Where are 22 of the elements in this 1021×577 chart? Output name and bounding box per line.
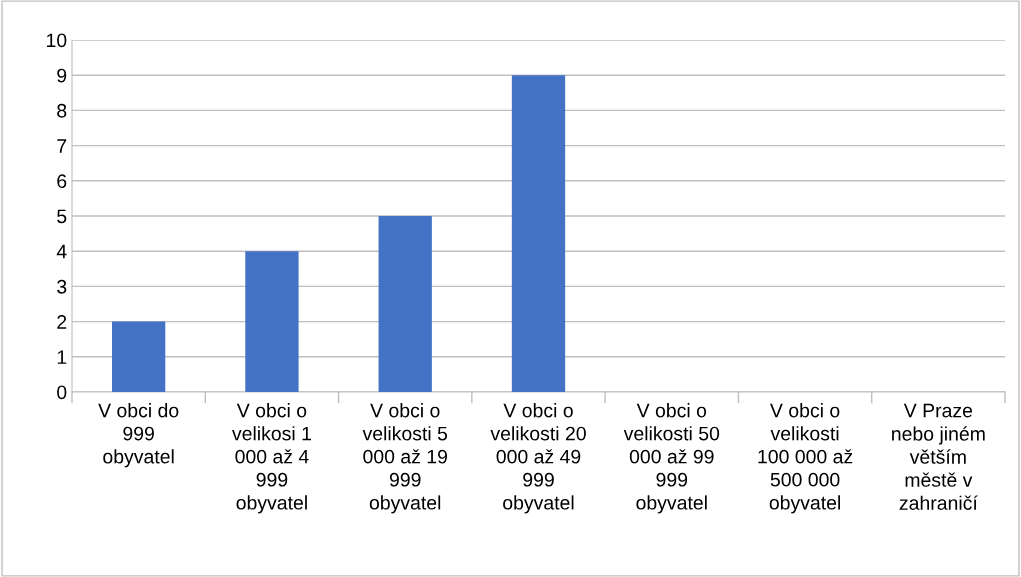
y-tick-label: 0 <box>57 385 67 400</box>
y-tick-label: 9 <box>57 68 67 83</box>
y-tick-label: 2 <box>57 315 67 329</box>
y-tick-label: 1 <box>57 350 67 364</box>
bar <box>378 216 432 392</box>
y-tick-label: 8 <box>57 103 67 118</box>
y-tick-label: 5 <box>57 209 67 224</box>
x-tick-label: V obci do 999 obyvatel <box>98 403 179 468</box>
x-tick-label: V obci o velikosti 100 000 až 500 000 obyvatel <box>758 403 853 514</box>
bar <box>245 251 299 392</box>
y-tick-label: 7 <box>57 139 67 153</box>
bar <box>511 75 566 392</box>
x-tick-label: V obci o velikosti 5 000 až 19 999 obyvatel <box>362 403 448 514</box>
y-tick-label: 6 <box>57 174 67 189</box>
y-tick-label: 3 <box>57 279 67 294</box>
x-tick-label: V obci o velikosti 50 000 až 99 999 obyvatel <box>623 403 720 514</box>
x-tick-label: V obci o velikosi 1 000 až 4 999 obyvatel <box>232 403 311 514</box>
y-tick-label: 10 <box>47 33 67 48</box>
x-tick-label: V obci o velikosti 20 000 až 49 999 obyvatel <box>490 403 586 514</box>
bar <box>111 321 166 392</box>
x-tick-label: V Praze nebo jiném větším městě v zahraničí <box>892 403 985 510</box>
y-tick-label: 4 <box>56 244 67 259</box>
